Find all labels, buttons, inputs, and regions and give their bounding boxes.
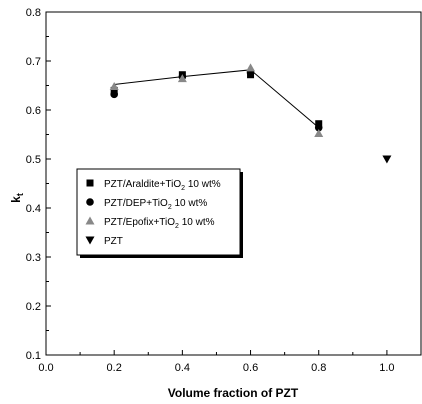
legend-label-text: PZT/Epofix+TiO [104, 217, 175, 228]
legend-label-1: PZT/Araldite+TiO2 10 wt% [104, 179, 221, 192]
plot-frame [45, 11, 422, 356]
legend-marker-2 [86, 198, 94, 206]
legend-label-suffix: 10 wt% [185, 179, 221, 190]
legend-box [76, 168, 241, 256]
trend-line [114, 69, 320, 129]
y-tick-label: 0.3 [26, 252, 41, 264]
legend-label-subscript: 2 [175, 223, 179, 230]
data-layer [109, 63, 392, 164]
y-tick-label: 0.1 [26, 350, 41, 362]
legend-entries: PZT/Araldite+TiO2 10 wt%PZT/DEP+TiO2 10 … [85, 179, 221, 247]
x-tick-label: 0.8 [311, 362, 326, 374]
y-tick-label: 0.8 [26, 7, 41, 19]
legend-label-suffix: 10 wt% [179, 217, 215, 228]
data-point-series-1 [110, 86, 118, 94]
legend-marker-1 [86, 179, 94, 187]
legend-label-subscript: 2 [168, 204, 172, 211]
x-tick-label: 0.0 [38, 362, 53, 374]
x-tick-label: 0.2 [107, 362, 122, 374]
y-axis-title-subscript: t [15, 193, 25, 196]
x-tick-label: 1.0 [379, 362, 394, 374]
legend-marker-3 [85, 216, 95, 225]
data-point-series-3 [109, 81, 119, 90]
data-point-series-3 [246, 63, 256, 72]
y-axis-title-main: k [9, 196, 23, 203]
legend-label-text: PZT/Araldite+TiO [104, 179, 181, 190]
data-point-series-1 [315, 120, 323, 128]
legend-marker-4 [85, 236, 95, 245]
legend: PZT/Araldite+TiO2 10 wt%PZT/DEP+TiO2 10 … [76, 168, 243, 258]
y-tick-label: 0.6 [26, 105, 41, 117]
x-tick-label: 0.6 [243, 362, 258, 374]
legend-label-suffix: 10 wt% [172, 198, 208, 209]
data-point-series-2 [110, 90, 118, 99]
legend-label-3: PZT/Epofix+TiO2 10 wt% [104, 217, 215, 230]
x-tick-label: 0.4 [175, 362, 190, 374]
y-tick-label: 0.4 [26, 203, 41, 215]
x-axis-title: Volume fraction of PZT [168, 386, 299, 400]
data-point-series-4 [382, 155, 392, 164]
legend-label-subscript: 2 [181, 185, 185, 192]
legend-label-text: PZT [104, 236, 123, 247]
legend-label-4: PZT [104, 236, 123, 247]
legend-label-text: PZT/DEP+TiO [104, 198, 168, 209]
y-tick-label: 0.7 [26, 56, 41, 68]
data-point-series-3 [177, 74, 187, 83]
ticks-layer: 0.1 0.2 0.3 0.4 0.5 0.6 0.7 0.8 0.0 0.2 0.4 0.6 0.8 1… [26, 7, 422, 374]
y-axis-title: kt [9, 193, 25, 203]
legend-label-2: PZT/DEP+TiO2 10 wt% [104, 198, 207, 211]
data-point-series-3 [314, 129, 324, 138]
y-tick-label: 0.5 [26, 154, 41, 166]
y-tick-label: 0.2 [26, 301, 41, 313]
data-point-series-2 [314, 123, 323, 132]
